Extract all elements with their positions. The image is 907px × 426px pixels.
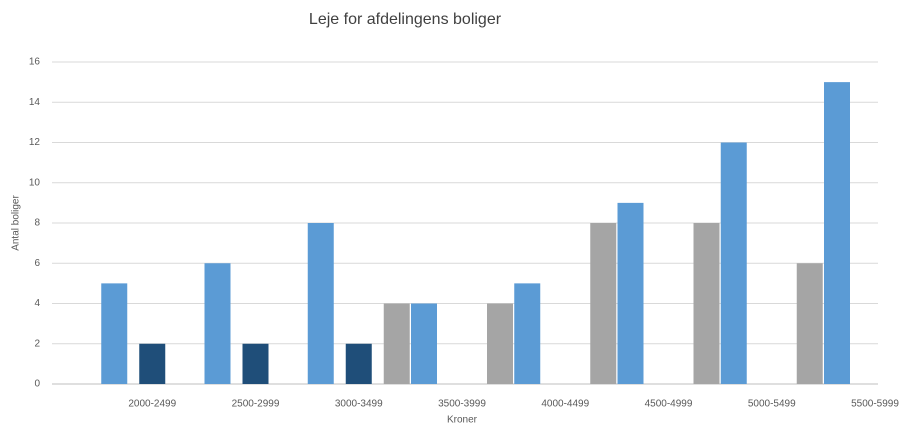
x-tick-label: 5000-5499 <box>748 399 796 410</box>
bar <box>617 202 644 384</box>
x-tick-label: 4500-4999 <box>645 399 693 410</box>
x-tick-label: 2000-2499 <box>128 399 176 410</box>
bar <box>411 303 437 384</box>
bar <box>345 343 372 384</box>
y-tick-label: 12 <box>29 137 41 148</box>
bar <box>101 283 128 384</box>
bar <box>693 223 720 384</box>
bar <box>590 223 617 384</box>
bar <box>487 303 513 384</box>
y-tick-label: 2 <box>34 338 40 349</box>
chart-title: Leje for afdelingens boliger <box>309 11 502 28</box>
y-tick-label: 10 <box>29 177 41 188</box>
y-tick-label: 16 <box>29 57 41 68</box>
x-tick-label: 5500-5999 <box>851 399 899 410</box>
x-tick-label: 2500-2999 <box>232 399 280 410</box>
y-tick-label: 14 <box>29 97 41 108</box>
bar <box>824 82 850 384</box>
y-tick-label: 6 <box>34 258 40 269</box>
bar <box>720 142 747 384</box>
bar <box>796 263 823 384</box>
y-tick-label: 0 <box>34 379 40 390</box>
bar <box>242 343 269 384</box>
y-tick-label: 8 <box>34 218 40 229</box>
bar <box>204 263 231 384</box>
bar <box>514 283 541 384</box>
x-tick-label: 4000-4499 <box>541 399 589 410</box>
bar <box>307 223 334 384</box>
x-axis-label: Kroner <box>447 415 478 426</box>
y-axis-label: Antal boliger <box>11 195 22 251</box>
bar <box>383 303 410 384</box>
bar <box>139 343 166 384</box>
x-tick-label: 3500-3999 <box>438 399 486 410</box>
x-tick-label: 3000-3499 <box>335 399 383 410</box>
y-tick-label: 4 <box>34 298 40 309</box>
